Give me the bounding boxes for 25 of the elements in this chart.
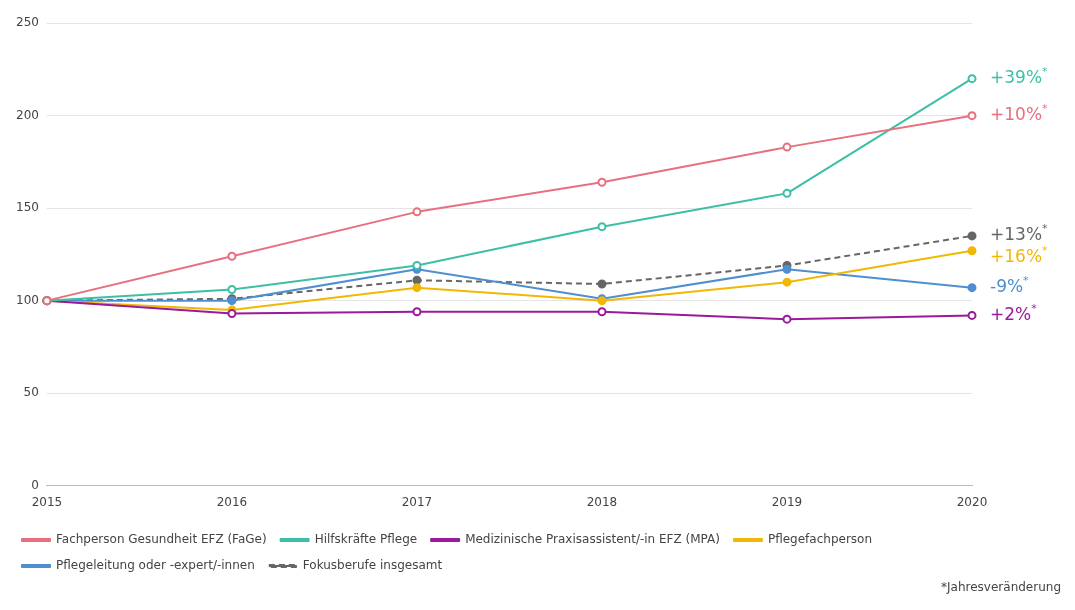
legend-label: Fachperson Gesundheit EFZ (FaGe)	[56, 532, 267, 547]
x-tick-label: 2018	[586, 494, 618, 509]
text: *Jahresveränderung	[941, 580, 1062, 595]
annotation: +16%*	[990, 243, 1049, 267]
y-tick-label: 50	[23, 385, 39, 400]
legend-label: Pflegeleitung oder -expert/-innen	[56, 558, 255, 573]
x-tick-label: 2020	[956, 494, 988, 509]
x-tick-label: 2015	[31, 494, 63, 509]
y-tick-label: 150	[16, 200, 39, 215]
y-tick-label: 0	[31, 477, 39, 492]
legend-label: Pflegefachperson	[767, 532, 873, 547]
y-tick-label: 100	[16, 292, 39, 307]
annotation: +39%*	[990, 64, 1049, 88]
legend-label: Medizinische Praxisassistent/-in EFZ (MPA)	[465, 532, 720, 547]
annotation: +10%*	[990, 101, 1049, 125]
legend-label: Hilfskräfte Pflege	[314, 532, 418, 547]
x-tick-label: 2016	[216, 494, 248, 509]
y-tick-label: 200	[16, 107, 39, 122]
annotation: +2%*	[990, 301, 1038, 324]
annotation: -9%*	[990, 273, 1030, 297]
x-tick-label: 2019	[771, 494, 803, 509]
annotation: +13%*	[990, 221, 1049, 245]
x-tick-label: 2017	[401, 494, 433, 509]
y-tick-label: 250	[16, 15, 39, 30]
legend-label: Fokusberufe insgesamt	[302, 558, 443, 573]
